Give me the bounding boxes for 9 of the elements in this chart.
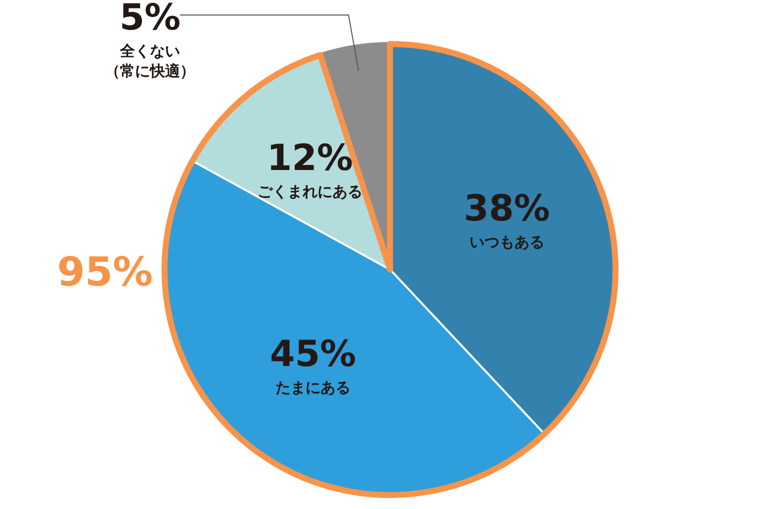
- slice-label: たまにある: [275, 378, 350, 397]
- slice-label: 全くない（常に快適）: [105, 42, 195, 80]
- data-label: 38%: [464, 188, 550, 230]
- slice-label: いつもある: [469, 233, 544, 252]
- data-label: 5%: [119, 0, 181, 38]
- slice-label: ごくまれにある: [257, 182, 362, 201]
- text: 95%: [57, 249, 153, 296]
- data-label: 12%: [266, 138, 353, 180]
- data-label: 45%: [270, 334, 356, 376]
